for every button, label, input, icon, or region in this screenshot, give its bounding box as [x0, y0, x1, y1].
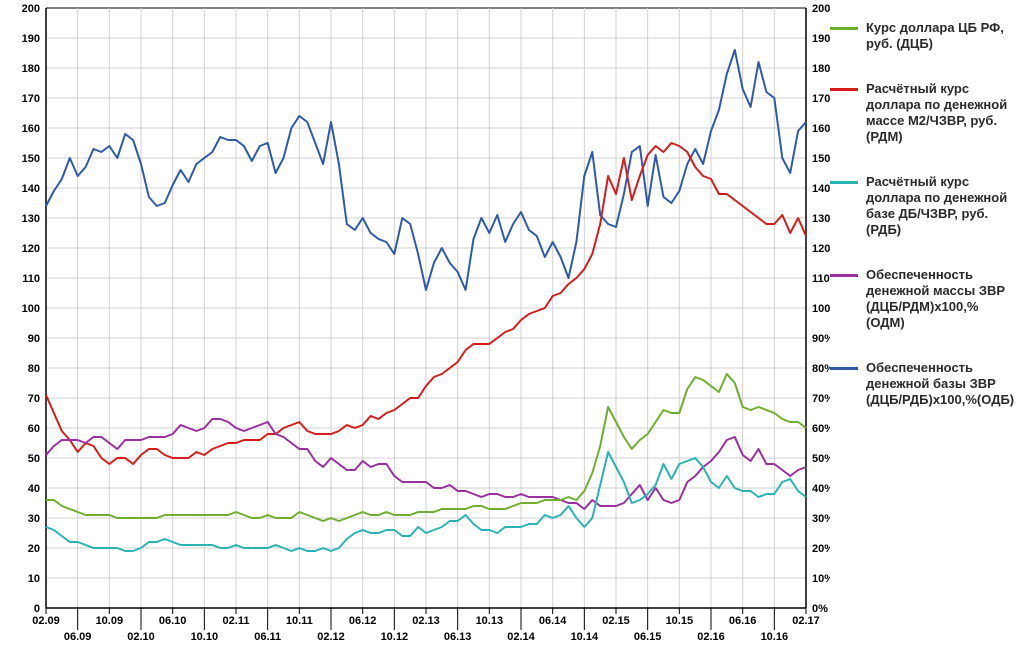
svg-text:10.10: 10.10 — [191, 631, 219, 643]
legend-item-odm: Обеспеченность денежной массы ЗВР (ДЦБ/Р… — [830, 267, 1015, 332]
svg-text:190: 190 — [22, 33, 40, 45]
svg-text:70%: 70% — [812, 393, 830, 405]
svg-text:06.09: 06.09 — [64, 631, 92, 643]
chart-container: 0 0% 10 10% 20 20% 30 30% 40 40% 50 50% 60 60% 70 70% 80… — [0, 0, 1024, 663]
svg-text:02.15: 02.15 — [602, 615, 630, 627]
svg-text:06.11: 06.11 — [254, 631, 281, 643]
svg-text:60: 60 — [28, 423, 40, 435]
svg-text:50%: 50% — [812, 453, 830, 465]
legend: Курс доллара ЦБ РФ, руб. (ДЦБ) Расчётный … — [830, 20, 1015, 436]
svg-text:150: 150 — [22, 153, 40, 165]
svg-text:02.16: 02.16 — [697, 631, 725, 643]
svg-text:150%: 150% — [812, 153, 830, 165]
legend-swatch — [830, 181, 858, 184]
svg-text:10.13: 10.13 — [476, 615, 504, 627]
svg-text:90%: 90% — [812, 333, 830, 345]
svg-text:110%: 110% — [812, 273, 830, 285]
line-chart: 0 0% 10 10% 20 20% 30 30% 40 40% 50 50% 60 60% 70 70% 80… — [0, 0, 830, 663]
legend-item-dcb: Курс доллара ЦБ РФ, руб. (ДЦБ) — [830, 20, 1015, 53]
svg-text:20%: 20% — [812, 543, 830, 555]
svg-text:180%: 180% — [812, 63, 830, 75]
svg-text:90: 90 — [28, 333, 40, 345]
svg-text:10.15: 10.15 — [666, 615, 694, 627]
legend-swatch — [830, 274, 858, 277]
svg-text:20: 20 — [28, 543, 40, 555]
svg-text:06.10: 06.10 — [159, 615, 187, 627]
svg-text:02.13: 02.13 — [412, 615, 440, 627]
svg-text:10.09: 10.09 — [96, 615, 124, 627]
svg-text:02.12: 02.12 — [317, 631, 345, 643]
svg-text:30%: 30% — [812, 513, 830, 525]
svg-text:100%: 100% — [812, 303, 830, 315]
legend-label: Расчётный курс доллара по денежной массе… — [866, 81, 1015, 146]
legend-label: Курс доллара ЦБ РФ, руб. (ДЦБ) — [866, 20, 1015, 53]
svg-text:10.12: 10.12 — [381, 631, 409, 643]
svg-text:110: 110 — [22, 273, 40, 285]
svg-text:140%: 140% — [812, 183, 830, 195]
legend-label: Расчётный курс доллара по денежной базе … — [866, 174, 1015, 239]
svg-text:140: 140 — [22, 183, 40, 195]
svg-text:80%: 80% — [812, 363, 830, 375]
svg-text:10.14: 10.14 — [571, 631, 599, 643]
legend-label: Обеспеченность денежной базы ЗВР (ДЦБ/РД… — [866, 360, 1015, 409]
svg-text:170%: 170% — [812, 93, 830, 105]
svg-text:200%: 200% — [812, 3, 830, 15]
svg-text:02.09: 02.09 — [32, 615, 60, 627]
svg-text:200: 200 — [22, 3, 40, 15]
legend-item-odb: Обеспеченность денежной базы ЗВР (ДЦБ/РД… — [830, 360, 1015, 409]
svg-text:02.11: 02.11 — [223, 615, 250, 627]
svg-text:06.16: 06.16 — [729, 615, 757, 627]
svg-text:40: 40 — [28, 483, 40, 495]
svg-text:06.12: 06.12 — [349, 615, 377, 627]
svg-text:60%: 60% — [812, 423, 830, 435]
svg-text:50: 50 — [28, 453, 40, 465]
svg-text:06.15: 06.15 — [634, 631, 662, 643]
svg-text:100: 100 — [22, 303, 40, 315]
svg-text:160%: 160% — [812, 123, 830, 135]
legend-swatch — [830, 27, 858, 30]
svg-text:0%: 0% — [812, 603, 828, 615]
svg-text:40%: 40% — [812, 483, 830, 495]
legend-item-rdm: Расчётный курс доллара по денежной массе… — [830, 81, 1015, 146]
legend-swatch — [830, 88, 858, 91]
svg-text:06.14: 06.14 — [539, 615, 567, 627]
svg-text:30: 30 — [28, 513, 40, 525]
legend-label: Обеспеченность денежной массы ЗВР (ДЦБ/Р… — [866, 267, 1015, 332]
svg-text:180: 180 — [22, 63, 40, 75]
svg-text:130%: 130% — [812, 213, 830, 225]
svg-text:10%: 10% — [812, 573, 830, 585]
svg-text:170: 170 — [22, 93, 40, 105]
svg-text:10.16: 10.16 — [761, 631, 789, 643]
svg-text:10: 10 — [28, 573, 40, 585]
svg-text:02.10: 02.10 — [127, 631, 155, 643]
svg-text:160: 160 — [22, 123, 40, 135]
svg-text:10.11: 10.11 — [286, 615, 313, 627]
svg-text:02.17: 02.17 — [792, 615, 820, 627]
svg-text:130: 130 — [22, 213, 40, 225]
svg-text:80: 80 — [28, 363, 40, 375]
svg-text:70: 70 — [28, 393, 40, 405]
svg-text:120: 120 — [22, 243, 40, 255]
legend-swatch — [830, 367, 858, 370]
svg-text:120%: 120% — [812, 243, 830, 255]
svg-text:0: 0 — [34, 603, 40, 615]
legend-item-rdb: Расчётный курс доллара по денежной базе … — [830, 174, 1015, 239]
svg-text:06.13: 06.13 — [444, 631, 472, 643]
svg-text:02.14: 02.14 — [507, 631, 535, 643]
svg-text:190%: 190% — [812, 33, 830, 45]
